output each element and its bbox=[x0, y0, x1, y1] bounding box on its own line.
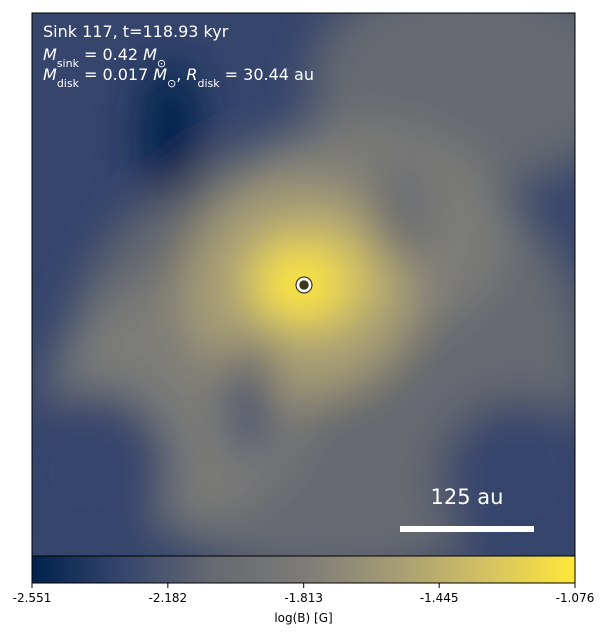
colorbar bbox=[31, 555, 576, 584]
colorbar-tick-label: -1.813 bbox=[284, 591, 323, 605]
colorbar-tick-label: -1.445 bbox=[420, 591, 459, 605]
annotation: Msink = 0.42 M⊙ bbox=[43, 45, 166, 70]
field-region bbox=[375, 160, 425, 260]
sink-marker bbox=[296, 277, 312, 293]
annotation-part: M bbox=[143, 45, 157, 64]
annotation-part: = 0.42 bbox=[84, 45, 138, 64]
annotation-part: ⊙ bbox=[157, 57, 166, 70]
scale-bar-label: 125 au bbox=[431, 485, 504, 509]
annotation-part: M bbox=[43, 45, 57, 64]
colorbar-tick-label: -2.182 bbox=[148, 591, 187, 605]
annotation-part: = 0.017 bbox=[84, 65, 148, 84]
magnetic-field-map bbox=[32, 13, 575, 556]
field-region bbox=[140, 60, 200, 200]
annotation-part: disk bbox=[198, 77, 221, 90]
annotation-part: ⊙ bbox=[167, 77, 176, 90]
sink-marker-outline bbox=[295, 276, 313, 294]
annotation-part: R bbox=[186, 65, 197, 84]
annotation-part: M bbox=[153, 65, 167, 84]
annotation: Sink 117, t=118.93 kyr bbox=[43, 22, 229, 41]
field-blobs bbox=[32, 13, 575, 556]
colorbar-tick-label: -1.076 bbox=[556, 591, 595, 605]
annotation-part: , bbox=[176, 65, 181, 84]
annotation-part: = 30.44 au bbox=[225, 65, 314, 84]
field-region bbox=[32, 390, 170, 550]
field-region bbox=[440, 400, 575, 556]
colorbar-label: log(B) [G] bbox=[274, 611, 332, 625]
annotation-part: sink bbox=[57, 57, 80, 70]
annotation-part: disk bbox=[57, 77, 80, 90]
field-region bbox=[232, 340, 268, 460]
annotation: Mdisk = 0.017 M⊙, Rdisk = 30.44 au bbox=[43, 65, 314, 90]
colorbar-tick-label: -2.551 bbox=[13, 591, 52, 605]
annotation-part: M bbox=[43, 65, 57, 84]
